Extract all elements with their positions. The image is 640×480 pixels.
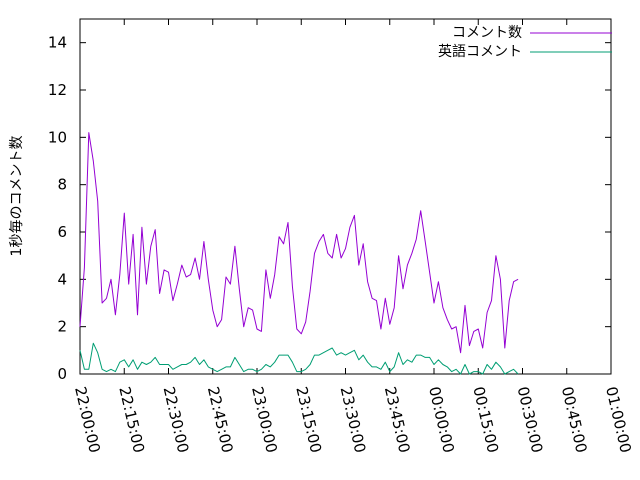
x-tick-label: 22:00:00	[71, 385, 104, 455]
x-tick-label: 23:00:00	[248, 385, 281, 455]
x-tick-label: 22:30:00	[160, 385, 193, 455]
y-tick-label: 0	[57, 365, 67, 383]
y-tick-label: 6	[57, 223, 67, 241]
x-tick-label: 23:30:00	[337, 385, 370, 455]
x-tick-label: 00:00:00	[425, 385, 458, 455]
legend: コメント数 英語コメント	[438, 25, 612, 60]
x-tick-label: 00:15:00	[469, 385, 502, 455]
plot-frame	[79, 18, 612, 375]
y-tick-label: 8	[57, 176, 67, 194]
y-axis-title: 1秒毎のコメント数	[9, 136, 25, 257]
x-tick-label: 00:45:00	[558, 385, 591, 455]
x-tick-label: 01:00:00	[602, 385, 635, 455]
legend-label-english: 英語コメント	[438, 43, 522, 60]
x-tick-label: 23:15:00	[292, 385, 325, 455]
series-line-english	[79, 342, 519, 375]
y-tick-label: 14	[48, 34, 67, 52]
x-tick-label: 22:45:00	[204, 385, 237, 455]
y-axis: 0 2 4 6 8 10 12 14	[48, 34, 611, 383]
y-tick-label: 12	[48, 81, 67, 99]
legend-label-comments: コメント数	[452, 25, 522, 41]
series-line-comments	[79, 132, 519, 354]
y-tick-label: 10	[48, 128, 67, 146]
y-tick-label: 2	[57, 318, 67, 336]
series-layer	[79, 132, 519, 375]
x-tick-label: 23:45:00	[381, 385, 414, 455]
y-tick-label: 4	[57, 270, 67, 288]
x-tick-label: 00:30:00	[514, 385, 547, 455]
x-tick-label: 22:15:00	[115, 385, 148, 455]
